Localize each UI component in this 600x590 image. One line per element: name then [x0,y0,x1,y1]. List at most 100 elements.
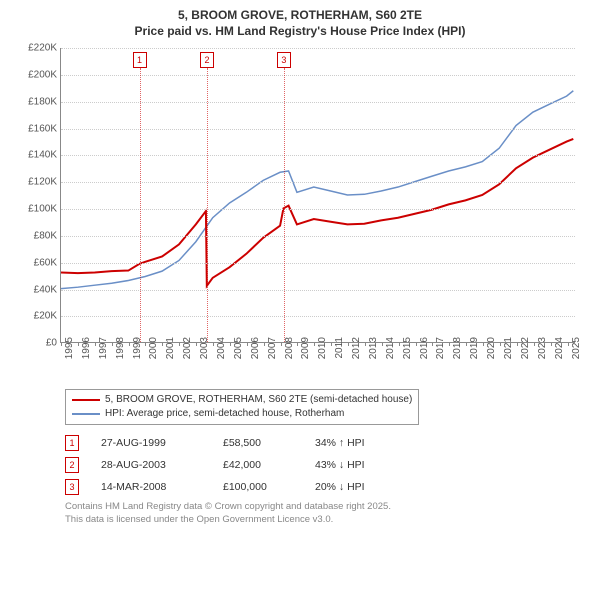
x-axis-label: 2015 [402,337,413,371]
title-line1: 5, BROOM GROVE, ROTHERHAM, S60 2TE [10,8,590,24]
legend-row-1: 5, BROOM GROVE, ROTHERHAM, S60 2TE (semi… [72,393,412,407]
x-tick [517,342,518,346]
x-axis-label: 2017 [435,337,446,371]
x-axis-label: 2020 [486,337,497,371]
x-axis-label: 2005 [233,337,244,371]
gridline [61,209,575,210]
legend-label-1: 5, BROOM GROVE, ROTHERHAM, S60 2TE (semi… [105,393,412,407]
x-tick [196,342,197,346]
x-axis-label: 2002 [182,337,193,371]
sale-price: £58,500 [223,437,293,449]
x-axis-label: 2007 [267,337,278,371]
x-tick [500,342,501,346]
legend: 5, BROOM GROVE, ROTHERHAM, S60 2TE (semi… [65,389,419,425]
gridline [61,75,575,76]
x-tick [95,342,96,346]
title-line2: Price paid vs. HM Land Registry's House … [10,24,590,40]
x-tick [483,342,484,346]
sale-marker: 2 [65,457,79,473]
x-tick [365,342,366,346]
gridline [61,236,575,237]
footer-line1: Contains HM Land Registry data © Crown c… [65,501,590,513]
y-axis-label: £120K [21,177,57,188]
sale-date: 14-MAR-2008 [101,481,201,493]
legend-label-2: HPI: Average price, semi-detached house,… [105,407,344,421]
x-tick [416,342,417,346]
marker-badge: 2 [200,52,214,68]
x-axis-label: 1996 [81,337,92,371]
x-tick [297,342,298,346]
y-axis-label: £220K [21,43,57,54]
legend-row-2: HPI: Average price, semi-detached house,… [72,407,412,421]
x-tick [247,342,248,346]
series-property [61,139,573,286]
footer-line2: This data is licensed under the Open Gov… [65,514,590,526]
x-axis-label: 2010 [317,337,328,371]
x-axis-label: 2022 [520,337,531,371]
x-tick [348,342,349,346]
y-axis-label: £160K [21,123,57,134]
gridline [61,102,575,103]
gridline [61,129,575,130]
table-row: 228-AUG-2003£42,00043% ↓ HPI [65,457,590,473]
x-axis-label: 1995 [64,337,75,371]
chart: £0£20K£40K£60K£80K£100K£120K£140K£160K£1… [20,43,580,383]
x-tick [432,342,433,346]
x-tick [449,342,450,346]
marker-line [284,68,285,342]
x-tick [179,342,180,346]
sale-date: 28-AUG-2003 [101,459,201,471]
x-axis-label: 2023 [537,337,548,371]
x-axis-label: 2009 [300,337,311,371]
x-axis-label: 2011 [334,337,345,371]
x-axis-label: 2004 [216,337,227,371]
gridline [61,316,575,317]
x-axis-label: 2025 [571,337,582,371]
marker-line [140,68,141,342]
sale-diff: 43% ↓ HPI [315,459,405,471]
marker-badge: 3 [277,52,291,68]
chart-lines [61,48,575,342]
x-axis-label: 2013 [368,337,379,371]
table-row: 1 27-AUG-1999 £58,500 34% ↑ HPI [65,435,590,451]
y-axis-label: £180K [21,96,57,107]
x-tick [213,342,214,346]
footer: Contains HM Land Registry data © Crown c… [65,501,590,526]
gridline [61,182,575,183]
y-axis-label: £20K [21,311,57,322]
x-tick [61,342,62,346]
y-axis-label: £0 [21,338,57,349]
x-tick [264,342,265,346]
x-tick [78,342,79,346]
sale-diff: 34% ↑ HPI [315,437,405,449]
x-tick [331,342,332,346]
sale-marker: 1 [65,435,79,451]
x-tick [466,342,467,346]
plot-area: £0£20K£40K£60K£80K£100K£120K£140K£160K£1… [60,48,575,343]
marker-badge: 1 [133,52,147,68]
gridline [61,48,575,49]
x-axis-label: 1997 [98,337,109,371]
x-tick [112,342,113,346]
x-tick [281,342,282,346]
y-axis-label: £200K [21,70,57,81]
x-axis-label: 2012 [351,337,362,371]
sale-marker: 3 [65,479,79,495]
x-tick [129,342,130,346]
x-axis-label: 2014 [385,337,396,371]
x-axis-label: 2019 [469,337,480,371]
legend-swatch-2 [72,413,100,415]
x-tick [314,342,315,346]
x-axis-label: 2006 [250,337,261,371]
x-axis-label: 2021 [503,337,514,371]
series-hpi [61,91,573,289]
x-axis-label: 2024 [554,337,565,371]
y-axis-label: £40K [21,284,57,295]
gridline [61,263,575,264]
x-tick [162,342,163,346]
x-axis-label: 2000 [148,337,159,371]
sale-date: 27-AUG-1999 [101,437,201,449]
x-axis-label: 1999 [132,337,143,371]
x-axis-label: 1998 [115,337,126,371]
x-tick [399,342,400,346]
